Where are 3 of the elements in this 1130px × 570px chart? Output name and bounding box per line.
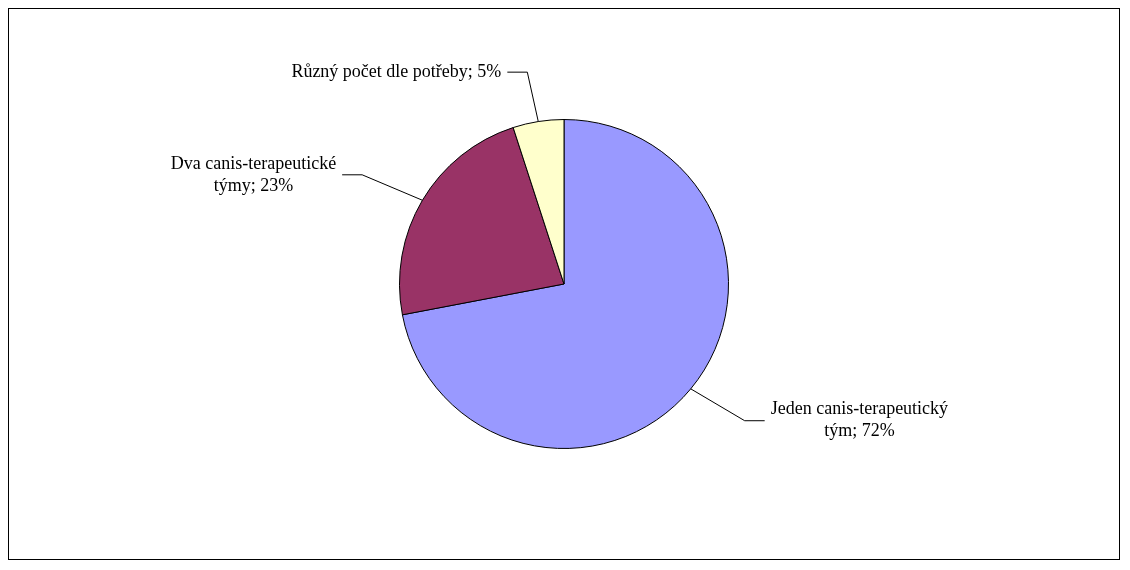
slice-label: Dva canis-terapeutické týmy; 23% <box>170 152 337 195</box>
slice-label: Jeden canis-terapeutický tým; 72% <box>770 398 949 441</box>
slice-label: Různý počet dle potřeby; 5% <box>291 60 502 81</box>
